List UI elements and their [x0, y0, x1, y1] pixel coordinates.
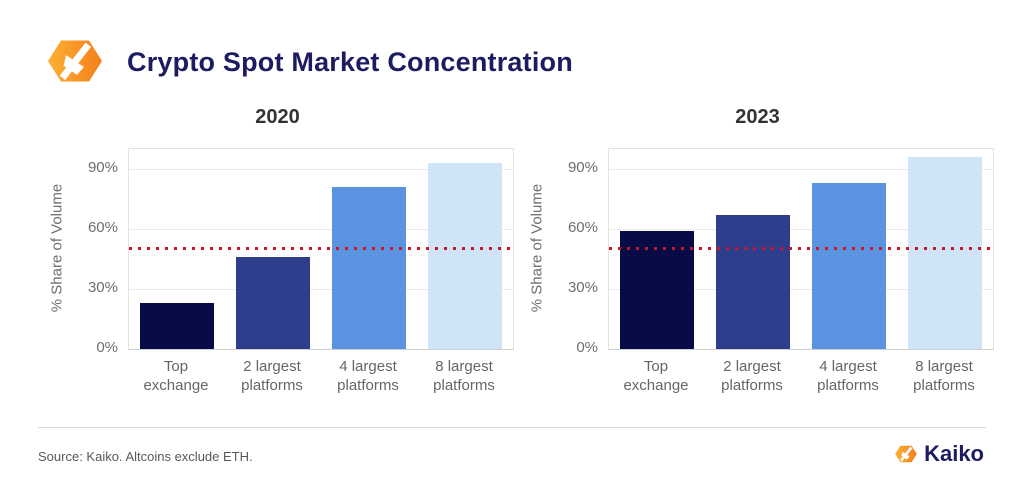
chart-year-title: 2020 [255, 106, 300, 128]
bar-top-exchange [140, 303, 214, 349]
chart-panel-2023: 2023% Share of Volume 0% 30% 60% 90% Top excha… [520, 104, 995, 404]
category-label: 4 largest platforms [800, 358, 896, 396]
reference-line-50pct [129, 247, 513, 250]
category-label: 2 largest platforms [704, 358, 800, 396]
category-label-line: Top [163, 358, 189, 375]
reference-line-50pct [609, 247, 993, 250]
page-title: Crypto Spot Market Concentration [127, 47, 573, 77]
gridline [129, 289, 513, 290]
category-label-line: exchange [623, 376, 689, 394]
y-tick-label: 60% [87, 219, 118, 236]
bar-4-largest-platforms [812, 183, 886, 349]
charts-row: 2020% Share of Volume 0% 30% 60% 90% Top excha… [40, 104, 995, 404]
category-label-line: 4 largest [819, 358, 877, 375]
y-tick-label: 0% [576, 339, 598, 356]
category-label-line: platforms [913, 376, 975, 394]
category-label: 2 largest platforms [224, 358, 320, 396]
gridline [609, 169, 993, 170]
category-label-line: Top [643, 358, 669, 375]
gridline [129, 169, 513, 170]
plot-area [608, 148, 994, 350]
category-label-line: 2 largest [723, 358, 781, 375]
gridline [129, 229, 513, 230]
category-label-line: platforms [721, 376, 783, 394]
category-label-line: 2 largest [243, 358, 301, 375]
bar-8-largest-platforms [908, 157, 982, 349]
y-tick-label: 60% [567, 219, 598, 236]
bar-4-largest-platforms [332, 187, 406, 349]
chart-panel-2020: 2020% Share of Volume 0% 30% 60% 90% Top excha… [40, 104, 515, 404]
y-tick-label: 30% [567, 279, 598, 296]
footer-brand: Kaiko [894, 441, 984, 467]
y-tick-label: 0% [96, 339, 118, 356]
category-label: 8 largest platforms [416, 358, 512, 396]
y-tick-label: 30% [87, 279, 118, 296]
category-label: Top exchange [608, 358, 704, 396]
y-tick-label: 90% [87, 159, 118, 176]
gridline [609, 229, 993, 230]
source-note: Source: Kaiko. Altcoins exclude ETH. [38, 449, 253, 464]
brand-wordmark: Kaiko [924, 441, 984, 466]
category-label-line: 8 largest [435, 358, 493, 375]
gridline [609, 289, 993, 290]
category-label: 4 largest platforms [320, 358, 416, 396]
chart-year-title: 2023 [735, 106, 780, 128]
category-label-line: platforms [433, 376, 495, 394]
category-label-line: exchange [143, 376, 209, 394]
category-label: 8 largest platforms [896, 358, 992, 396]
y-tick-label: 90% [567, 159, 598, 176]
bar-top-exchange [620, 231, 694, 349]
footer-divider [38, 427, 986, 428]
category-label-line: 4 largest [339, 358, 397, 375]
category-label-line: 8 largest [915, 358, 973, 375]
bar-2-largest-platforms [716, 215, 790, 349]
kaiko-logo-icon [895, 445, 917, 463]
category-label: Top exchange [128, 358, 224, 396]
category-label-line: platforms [241, 376, 303, 394]
kaiko-logo-icon [48, 40, 102, 82]
category-label-line: platforms [817, 376, 879, 394]
category-label-line: platforms [337, 376, 399, 394]
bar-2-largest-platforms [236, 257, 310, 349]
bar-8-largest-platforms [428, 163, 502, 349]
plot-area [128, 148, 514, 350]
